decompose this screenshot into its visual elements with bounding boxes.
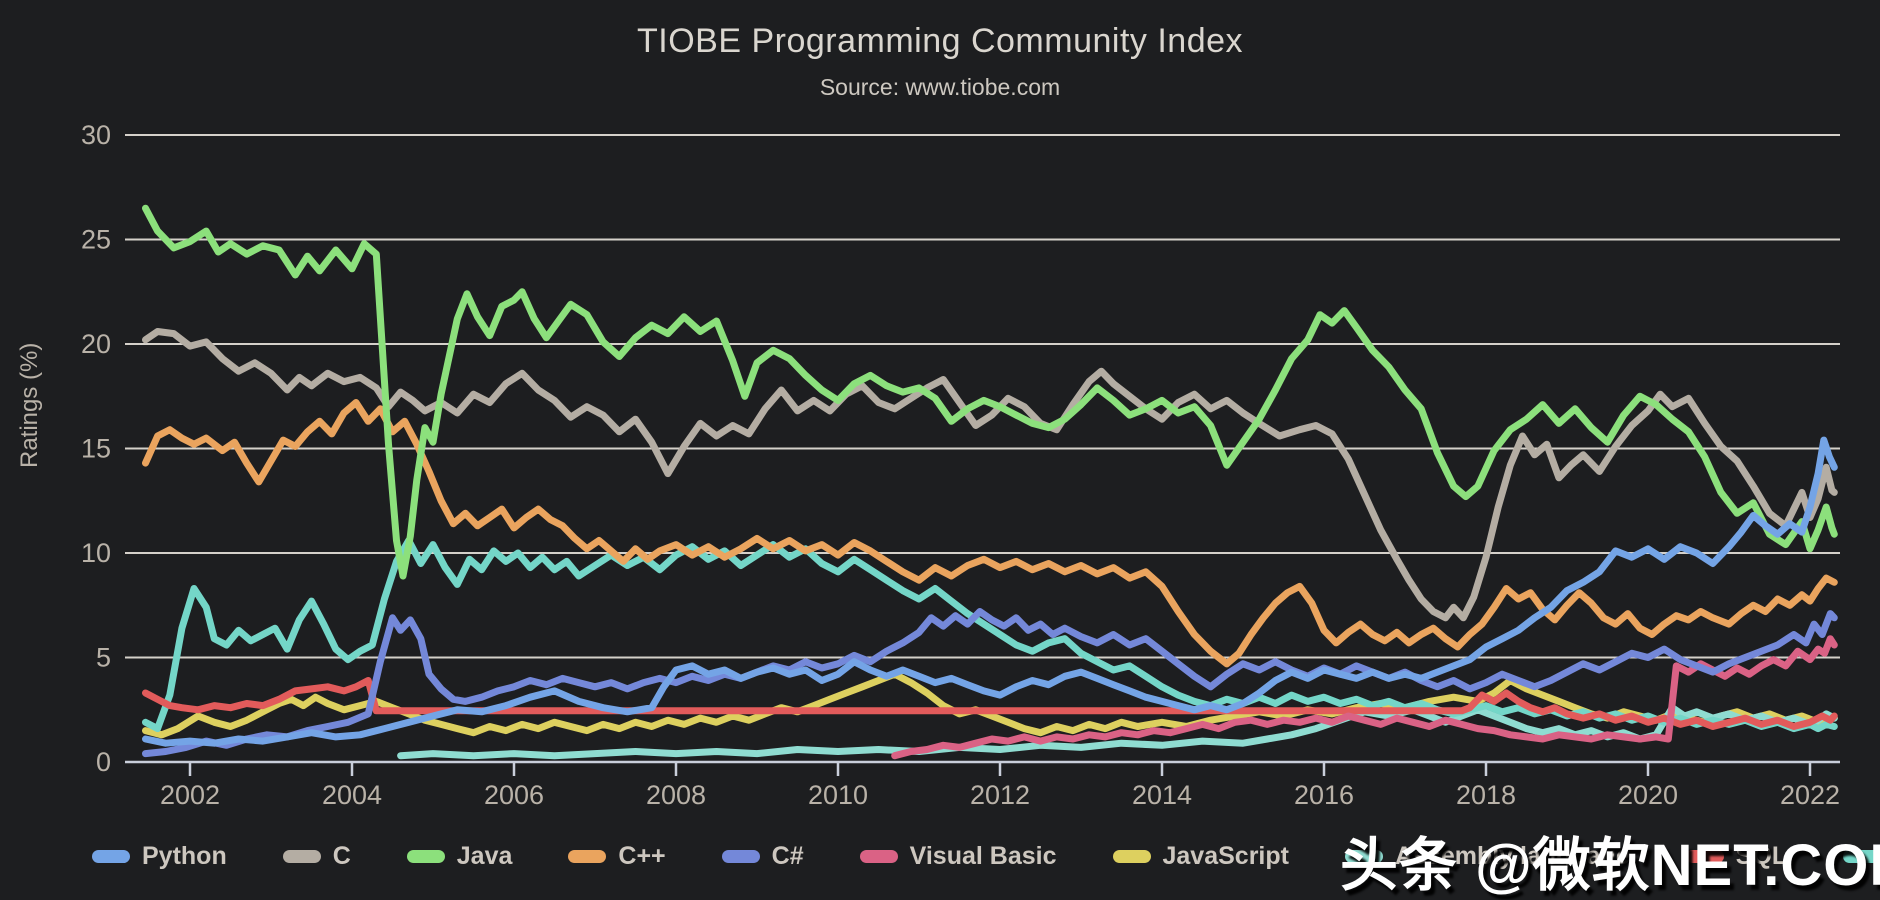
legend-item-c[interactable]: C++ xyxy=(568,842,666,871)
legend-label-sql: SQL xyxy=(1735,842,1788,870)
legend-label-c: C++ xyxy=(618,842,666,870)
legend-swatch-c xyxy=(568,850,607,863)
legend-item-sql[interactable]: SQL xyxy=(1685,842,1788,871)
legend-swatch-php xyxy=(1843,850,1880,863)
legend-item-python[interactable]: Python xyxy=(92,842,227,871)
series-line-visual-basic[interactable] xyxy=(891,635,1838,760)
x-tick-label-2002: 2002 xyxy=(160,780,220,810)
y-tick-label-10: 10 xyxy=(81,538,111,568)
x-tick-label-2020: 2020 xyxy=(1618,780,1678,810)
legend-label-c: C xyxy=(332,842,351,870)
legend-label-assembly-language: Assembly language xyxy=(1394,842,1630,870)
legend-swatch-sql xyxy=(1685,850,1724,863)
chart-header: TIOBE Programming Community Index Source… xyxy=(0,22,1880,101)
legend-swatch-c xyxy=(721,850,760,863)
y-tick-label-30: 30 xyxy=(81,120,111,150)
y-tick-label-25: 25 xyxy=(81,225,111,255)
series-line-c[interactable] xyxy=(142,399,1838,668)
y-tick-label-20: 20 xyxy=(81,329,111,359)
legend-label-javascript: JavaScript xyxy=(1162,842,1289,870)
series-line-c[interactable] xyxy=(142,608,1838,758)
series-line-python[interactable] xyxy=(142,436,1838,747)
x-tick-label-2010: 2010 xyxy=(808,780,868,810)
x-tick-label-2008: 2008 xyxy=(646,780,706,810)
x-tick-label-2018: 2018 xyxy=(1456,780,1516,810)
series-line-c[interactable] xyxy=(142,328,1838,622)
x-tick-label-2004: 2004 xyxy=(322,780,382,810)
legend-swatch-c xyxy=(282,850,321,863)
legend-label-c: C# xyxy=(771,842,804,870)
legend-swatch-assembly-language xyxy=(1344,850,1383,863)
watermark-toutiao: 头条 @微软NET.CORE xyxy=(1340,833,1880,898)
legend-swatch-java xyxy=(406,850,445,863)
series-line-sql[interactable] xyxy=(142,677,1838,730)
legend-item-c[interactable]: C xyxy=(282,842,351,871)
legend-label-java: Java xyxy=(456,842,513,870)
series-line-java[interactable] xyxy=(142,204,1838,580)
legend-swatch-visual-basic xyxy=(859,850,898,863)
legend-swatch-python xyxy=(92,850,130,863)
legend-item-assembly-language[interactable]: Assembly language xyxy=(1344,842,1630,871)
legend-label-python: Python xyxy=(142,842,227,870)
y-tick-label-15: 15 xyxy=(81,434,111,464)
chart-subtitle: Source: www.tiobe.com xyxy=(819,74,1061,100)
x-tick-label-2016: 2016 xyxy=(1294,780,1354,810)
y-tick-label-5: 5 xyxy=(96,643,111,673)
x-tick-label-2022: 2022 xyxy=(1780,780,1840,810)
legend-item-visual-basic[interactable]: Visual Basic xyxy=(859,842,1057,871)
legend-swatch-javascript xyxy=(1112,850,1151,863)
x-tick-label-2006: 2006 xyxy=(484,780,544,810)
legend-item-java[interactable]: Java xyxy=(406,842,513,871)
chart-title: TIOBE Programming Community Index xyxy=(636,22,1244,60)
legend-item-c[interactable]: C# xyxy=(721,842,804,871)
legend-item-php[interactable]: PHP xyxy=(1843,842,1880,871)
legend-item-javascript[interactable]: JavaScript xyxy=(1112,842,1289,871)
legend-label-visual-basic: Visual Basic xyxy=(909,842,1057,870)
x-tick-label-2012: 2012 xyxy=(970,780,1030,810)
y-tick-label-0: 0 xyxy=(96,747,111,777)
x-tick-label-2014: 2014 xyxy=(1132,780,1192,810)
legend: Python C Java C++ C# Visual Basic JavaScript As… xyxy=(92,842,1880,871)
